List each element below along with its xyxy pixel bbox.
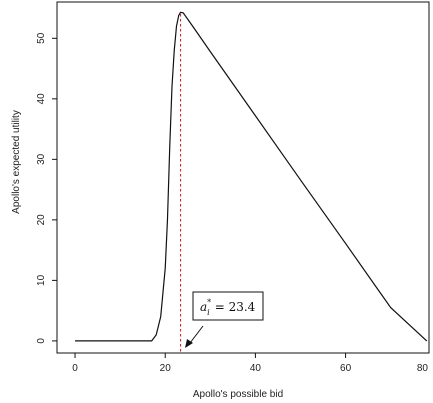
x-tick-label: 40 bbox=[250, 363, 262, 374]
y-tick-label: 40 bbox=[36, 93, 47, 105]
x-tick-label: 60 bbox=[340, 363, 352, 374]
annotation-arrow bbox=[189, 325, 204, 344]
expected-utility-curve bbox=[75, 11, 428, 342]
y-tick-label: 50 bbox=[36, 32, 47, 44]
plot-frame bbox=[56, 1, 430, 354]
annotation-text: a* i = 23.4 bbox=[200, 298, 256, 317]
x-tick-label: 0 bbox=[72, 363, 78, 374]
y-tick-label: 10 bbox=[36, 274, 47, 286]
x-axis: 0 20 40 60 80 bbox=[72, 353, 429, 374]
x-tick-label: 80 bbox=[417, 363, 429, 374]
annotation-arrowhead bbox=[185, 339, 193, 348]
y-tick-label: 20 bbox=[36, 214, 47, 226]
optimal-bid-annotation: a* i = 23.4 bbox=[185, 291, 264, 348]
x-tick-label: 20 bbox=[160, 363, 172, 374]
annotation-box bbox=[192, 291, 264, 321]
x-axis-label: Apollo's possible bid bbox=[193, 389, 283, 400]
y-axis-label: Apollo's expected utility bbox=[11, 110, 22, 214]
y-tick-label: 30 bbox=[36, 153, 47, 165]
y-axis: 0 10 20 30 40 50 bbox=[36, 32, 57, 344]
y-tick-label: 0 bbox=[36, 338, 47, 344]
